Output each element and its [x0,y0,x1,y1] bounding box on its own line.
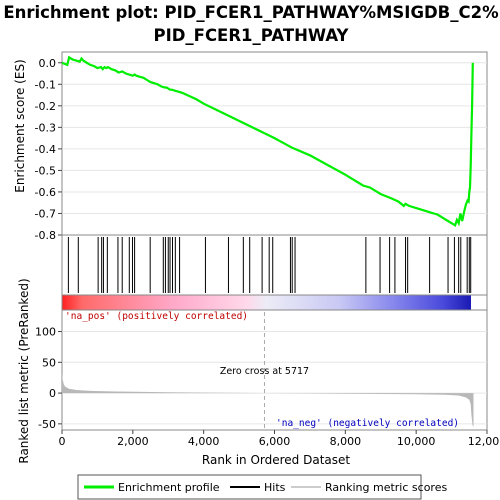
chart-title-line-1: Enrichment plot: PID_FCER1_PATHWAY%MSIGD… [3,3,499,22]
enrichment-y-tick-label: 0.0 [39,57,57,70]
enrichment-y-tick-label: -0.5 [35,164,56,177]
x-tick-label: 0 [59,435,66,448]
x-tick-label: 6,000 [259,435,291,448]
rank-x-ticks: 0 2,000 4,000 6,000 8,000 10,000 12,000 [59,430,500,448]
chart-title-line-2: PID_FCER1_PATHWAY [154,26,350,45]
zero-cross-label: Zero cross at 5717 [220,366,309,377]
enrichment-y-tick-label: -0.1 [35,78,56,91]
enrichment-y-tick-label: -0.7 [35,207,56,220]
x-tick-label: 12,000 [468,435,500,448]
negative-correlation-label: 'na_neg' (negatively correlated) [276,418,459,429]
rank-color-bar [62,295,471,310]
x-tick-label: 4,000 [188,435,220,448]
enrichment-profile-line [61,55,474,227]
x-tick-label: 8,000 [330,435,362,448]
ranked-metric-y-axis-label: Ranked list metric (PreRanked) [17,278,31,463]
x-tick-label: 2,000 [117,435,149,448]
hits-panel [61,234,488,296]
enrichment-y-tick-label: -0.4 [35,143,56,156]
legend-hits-label: Hits [264,481,286,494]
x-axis-label: Rank in Ordered Dataset [202,453,350,467]
enrichment-y-tick-label: -0.6 [35,186,56,199]
ranked-metric-y-ticks: 100 50 0 -50 [35,326,62,431]
positive-correlation-label: 'na_pos' (positively correlated) [65,311,248,322]
legend-ranking-metric-label: Ranking metric scores [325,481,447,494]
ranked-metric-y-tick-label: -50 [38,418,56,431]
x-tick-label: 10,000 [397,435,436,448]
enrichment-y-tick-label: -0.8 [35,229,56,242]
enrichment-y-ticks: 0.0 -0.1 -0.2 -0.3 -0.4 -0.5 -0.6 -0.7 -0.8 [35,57,62,242]
enrichment-y-axis-label: Enrichment score (ES) [13,59,27,192]
ranked-metric-y-tick-label: 50 [42,356,56,369]
enrichment-y-tick-label: -0.2 [35,100,56,113]
hit-markers [67,237,472,293]
ranked-metric-y-tick-label: 0 [49,387,56,400]
enrichment-plot-area [61,51,488,236]
legend-enrichment-profile-label: Enrichment profile [118,481,220,494]
ranked-metric-plot-area [61,309,488,431]
ranked-metric-y-tick-label: 100 [35,326,56,339]
enrichment-y-tick-label: -0.3 [35,121,56,134]
